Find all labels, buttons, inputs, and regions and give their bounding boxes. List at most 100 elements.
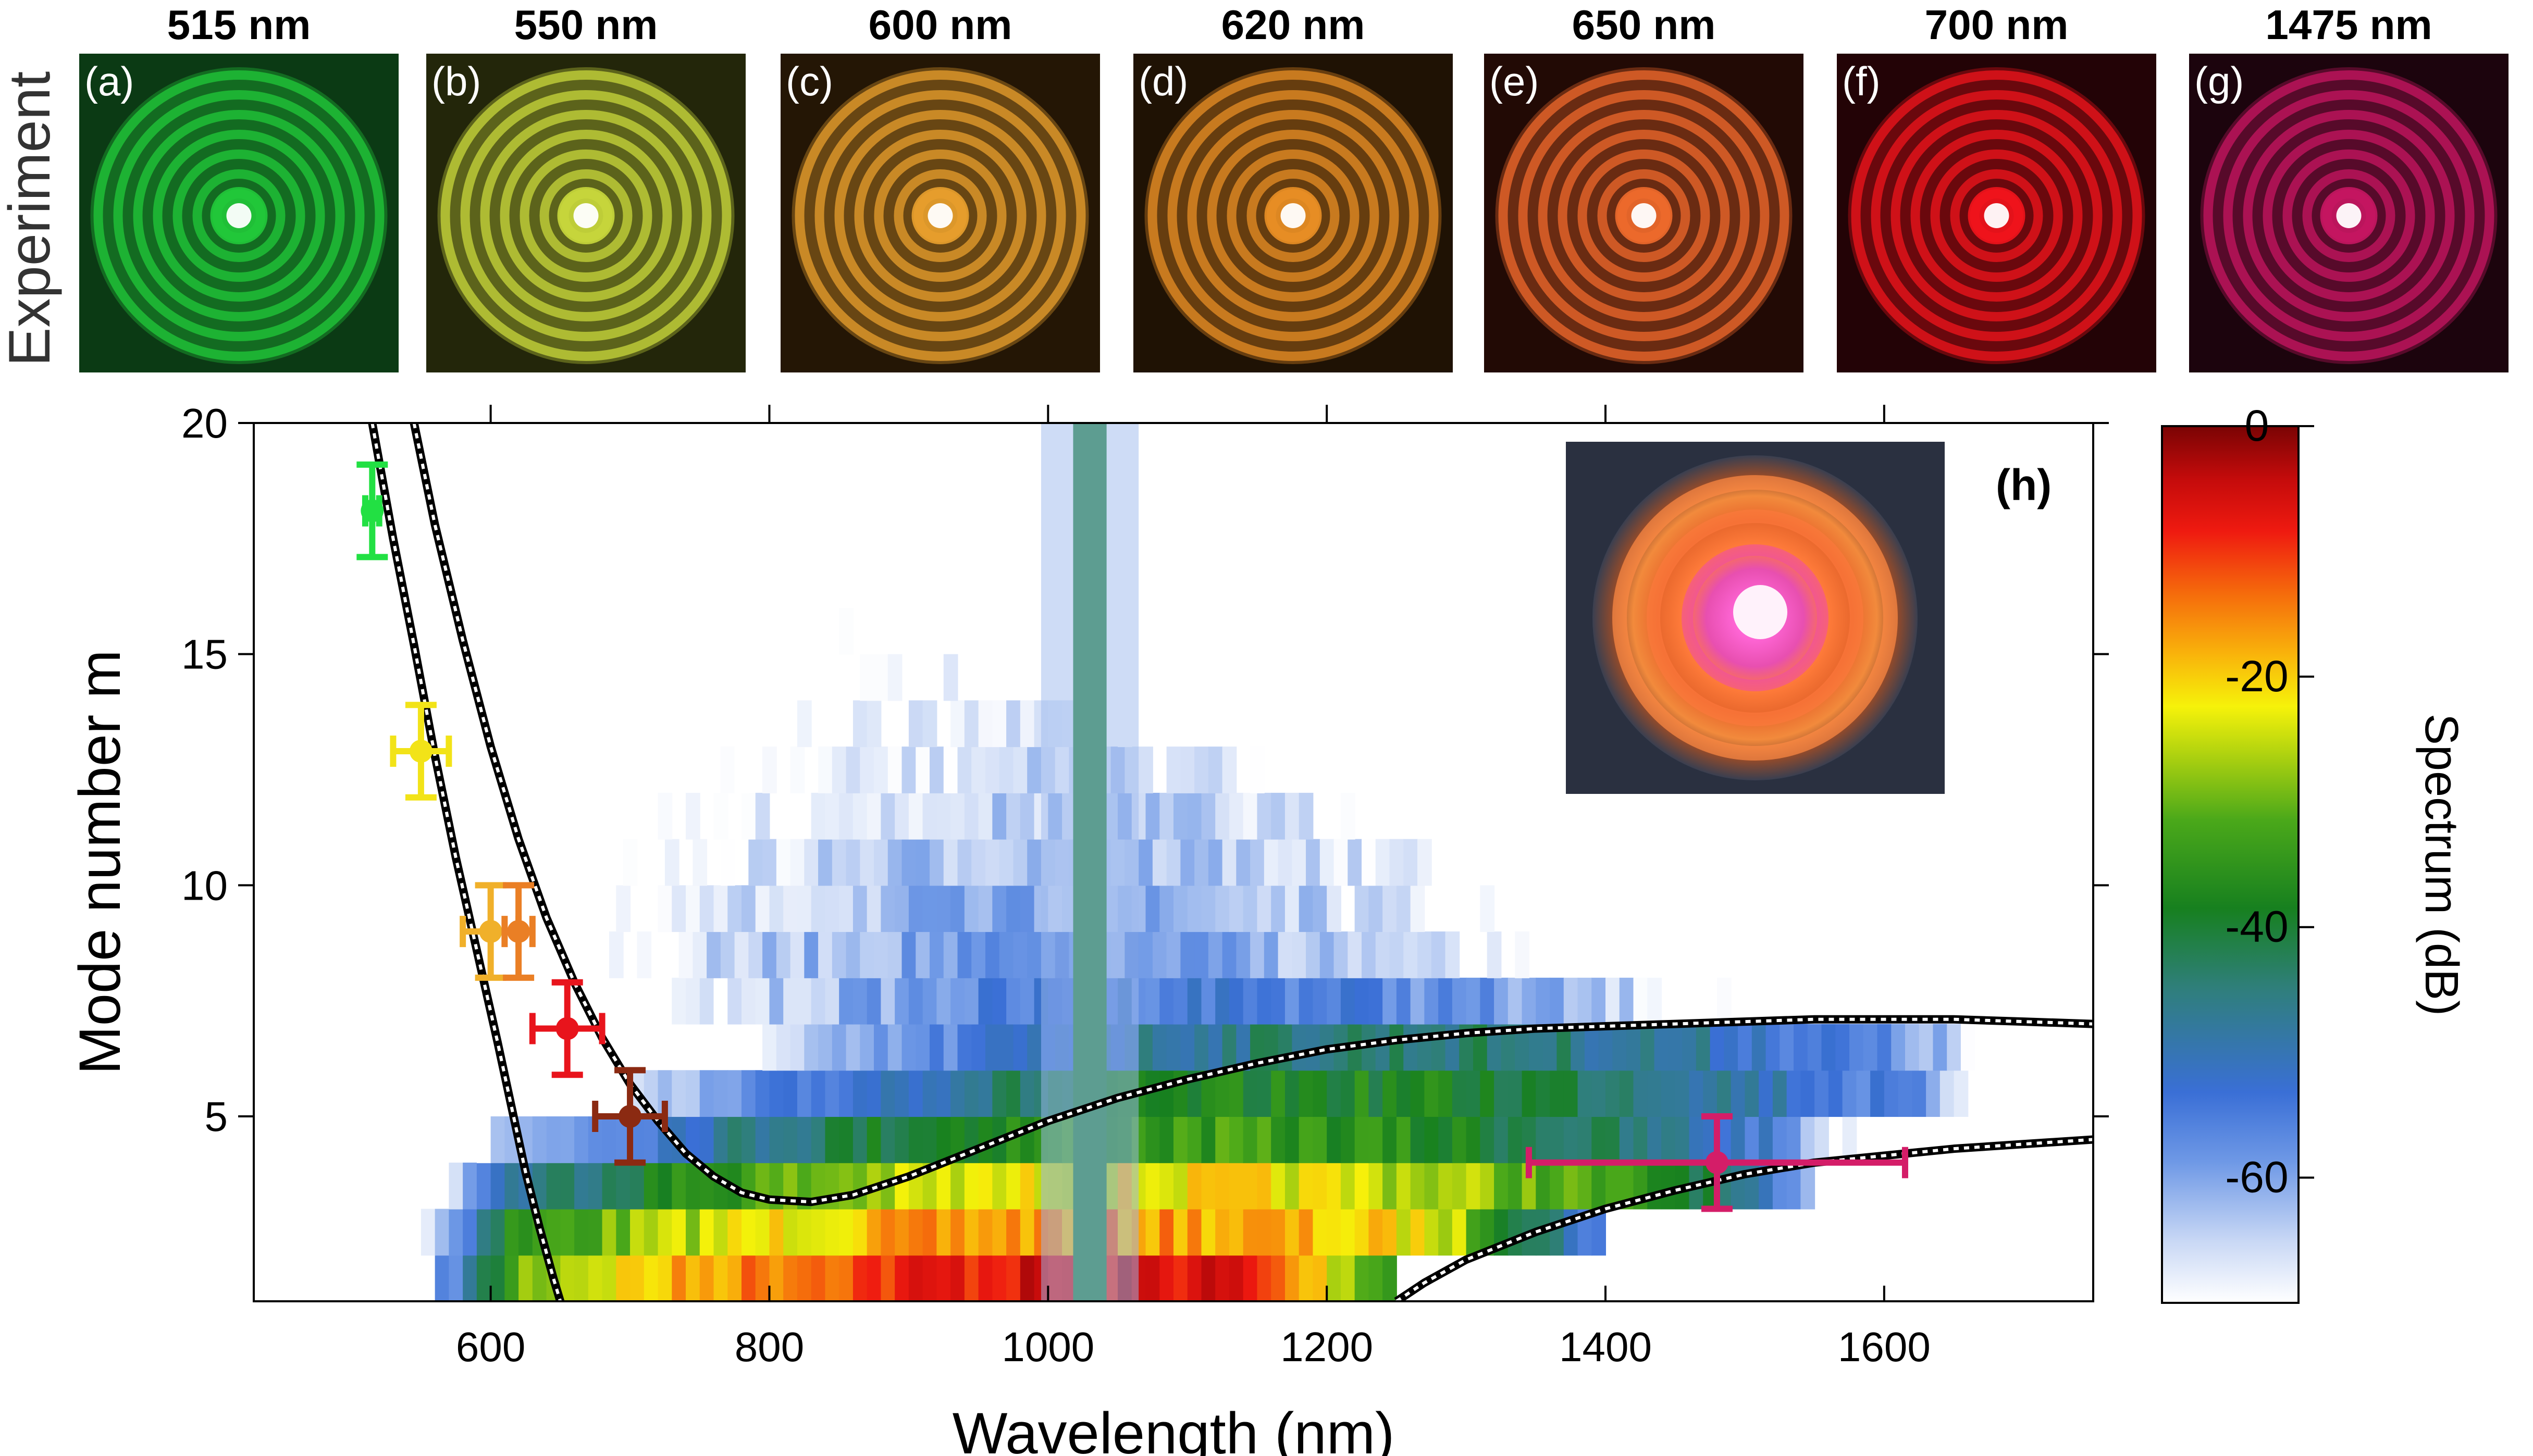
heatmap-cell bbox=[1180, 839, 1195, 886]
heatmap-cell bbox=[839, 885, 854, 932]
heatmap-cell bbox=[1243, 1070, 1258, 1117]
heatmap-cell bbox=[686, 977, 700, 1025]
heatmap-cell bbox=[1271, 977, 1286, 1025]
heatmap-cell bbox=[1313, 1209, 1328, 1256]
heatmap-cell bbox=[1396, 1162, 1411, 1210]
heatmap-cell bbox=[874, 931, 888, 978]
heatmap-cell bbox=[727, 1116, 742, 1163]
heatmap-cell bbox=[811, 1070, 826, 1117]
axis-ticks: 600 800 1000 1200 1400 1600 5 10 15 20 bbox=[181, 400, 2109, 1370]
heatmap-cell bbox=[755, 885, 770, 932]
beam-ring bbox=[539, 169, 633, 262]
heatmap-cell bbox=[999, 931, 1014, 978]
heatmap-cell bbox=[1633, 1116, 1648, 1163]
heatmap-cell bbox=[950, 1255, 965, 1301]
heatmap-cell bbox=[887, 839, 903, 886]
heatmap-cell bbox=[1173, 977, 1188, 1025]
heatmap-cell bbox=[1591, 1070, 1607, 1117]
heatmap-cell bbox=[1389, 839, 1404, 886]
heatmap-cell bbox=[860, 931, 875, 978]
heatmap-cell bbox=[741, 1162, 756, 1210]
heatmap-cell bbox=[504, 1255, 520, 1301]
heatmap-cell bbox=[943, 931, 958, 978]
heatmap-cell bbox=[1403, 839, 1418, 886]
data-marker bbox=[1705, 1151, 1728, 1174]
colorbar-frame bbox=[2161, 425, 2300, 1304]
heatmap-cell bbox=[1333, 839, 1349, 886]
heatmap-cell bbox=[1327, 1255, 1341, 1301]
heatmap-cell bbox=[839, 1116, 854, 1163]
heatmap-cell bbox=[922, 1209, 937, 1256]
heatmap-band bbox=[720, 746, 1265, 793]
heatmap-cell bbox=[1243, 885, 1258, 932]
colorbar-tick-label: -20 bbox=[2225, 652, 2288, 701]
heatmap-cell bbox=[727, 1070, 742, 1117]
heatmap-cell bbox=[727, 885, 742, 932]
data-marker bbox=[479, 920, 502, 943]
heatmap-cell bbox=[609, 931, 624, 978]
heatmap-cell bbox=[672, 1209, 687, 1256]
heatmap-cell bbox=[1891, 1024, 1906, 1071]
panel-h-tag: (h) bbox=[1996, 461, 2052, 509]
x-tick-label: 1000 bbox=[1002, 1324, 1094, 1370]
heatmap-cell bbox=[964, 977, 979, 1025]
heatmap-cell bbox=[992, 700, 1007, 748]
heatmap-band bbox=[860, 654, 958, 701]
heatmap-cell bbox=[1313, 885, 1328, 932]
heatmap-cell bbox=[790, 931, 805, 978]
heatmap-cell bbox=[985, 931, 1000, 978]
heatmap-cell bbox=[1139, 1024, 1153, 1071]
heatmap-cell bbox=[1800, 1162, 1815, 1210]
heatmap-band bbox=[435, 1255, 1397, 1301]
heatmap-cell bbox=[463, 1255, 477, 1301]
heatmap-cell bbox=[1013, 1024, 1028, 1071]
heatmap-cell bbox=[449, 1162, 464, 1210]
heatmap-cell bbox=[1278, 1024, 1293, 1071]
heatmap-cell bbox=[1640, 1024, 1655, 1071]
heatmap-cell bbox=[1313, 1255, 1328, 1301]
heatmap-cell bbox=[887, 746, 903, 793]
heatmap-cell bbox=[943, 654, 958, 701]
heatmap-cell bbox=[1354, 1070, 1369, 1117]
beam-ring bbox=[480, 110, 692, 321]
heatmap-cell bbox=[769, 1209, 784, 1256]
heatmap-cell bbox=[1828, 1070, 1843, 1117]
heatmap-cell bbox=[1452, 1162, 1467, 1210]
heatmap-cell bbox=[1466, 977, 1481, 1025]
heatmap-cell bbox=[1166, 931, 1181, 978]
heatmap-cell bbox=[1668, 1024, 1683, 1071]
heatmap-cell bbox=[992, 792, 1007, 840]
heatmap-cell bbox=[860, 654, 875, 701]
heatmap-cell bbox=[950, 1209, 965, 1256]
heatmap-cell bbox=[852, 700, 868, 748]
beam-ring bbox=[1187, 110, 1399, 321]
heatmap-cell bbox=[922, 700, 937, 748]
heatmap-cell bbox=[916, 746, 931, 793]
heatmap-cell bbox=[741, 1116, 756, 1163]
heatmap-cell bbox=[783, 977, 798, 1025]
heatmap-cell bbox=[881, 977, 896, 1025]
heatmap-cell bbox=[1152, 839, 1167, 886]
panel-title: 1475 nm bbox=[2265, 2, 2432, 48]
heatmap-cell bbox=[908, 977, 923, 1025]
heatmap-cell bbox=[811, 792, 826, 840]
heatmap-cell bbox=[964, 792, 979, 840]
heatmap-cell bbox=[1800, 1116, 1815, 1163]
heatmap-cell bbox=[936, 1116, 952, 1163]
experimental-point bbox=[529, 979, 606, 1078]
heatmap-cell bbox=[1020, 700, 1035, 748]
heatmap-cell bbox=[804, 839, 819, 886]
heatmap-cell bbox=[532, 1255, 547, 1301]
heatmap-cell bbox=[832, 931, 847, 978]
heatmap-cell bbox=[1194, 1024, 1209, 1071]
beam-ring bbox=[1950, 169, 2043, 262]
heatmap-cell bbox=[811, 1209, 826, 1256]
heatmap-cell bbox=[846, 931, 861, 978]
heatmap-cell bbox=[1306, 931, 1320, 978]
heatmap-cell bbox=[1605, 1070, 1620, 1117]
heatmap-cell bbox=[1006, 792, 1021, 840]
heatmap-cell bbox=[1319, 839, 1335, 886]
heatmap-cell bbox=[741, 792, 756, 840]
heatmap-cell bbox=[978, 977, 993, 1025]
heatmap-cell bbox=[672, 885, 687, 932]
